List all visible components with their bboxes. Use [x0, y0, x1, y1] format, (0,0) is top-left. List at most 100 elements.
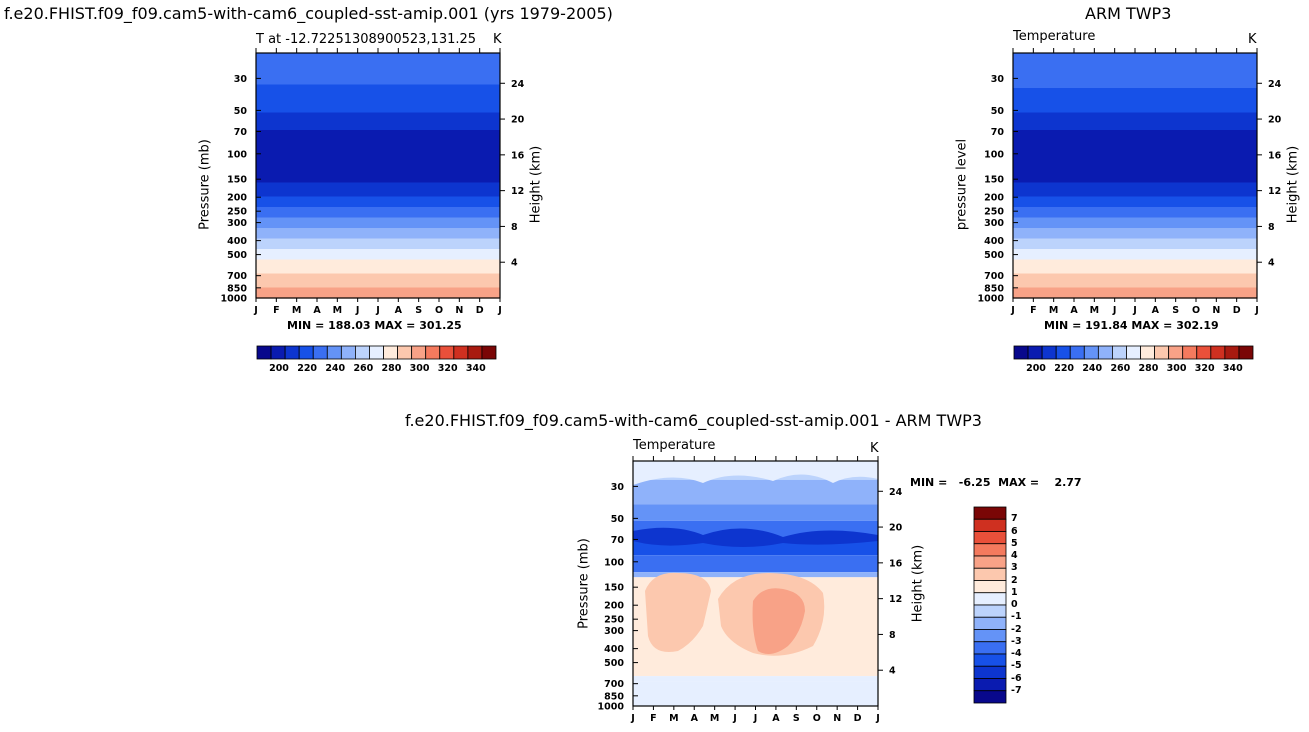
diff-cool-region [633, 688, 878, 706]
obs-xtick-label: N [1212, 305, 1220, 316]
model-contour-band [256, 182, 500, 187]
model-contour-band [256, 88, 500, 93]
obs-colorbar-cell [1168, 345, 1184, 360]
diff-ytick-label: 500 [604, 658, 624, 669]
obs-colorbar [1013, 345, 1254, 360]
diff-ytick-label: 300 [604, 626, 624, 637]
obs-ytick-label: 1000 [978, 294, 1005, 305]
model-xtick-label: M [292, 305, 301, 316]
obs-contour-band [1013, 161, 1257, 166]
model-colorbar-cell [270, 345, 286, 360]
model-ytick-label: 250 [227, 207, 247, 218]
obs-contour-band [1013, 231, 1257, 236]
obs-contour-band [1013, 256, 1257, 261]
model-contour-band [256, 238, 500, 243]
model-colorbar-label: 340 [465, 363, 486, 374]
obs-contour-band [1013, 84, 1257, 89]
model-ylabel-right: Height (km) [528, 145, 544, 224]
obs-xtick-label: A [1070, 305, 1078, 316]
model-contour-band [256, 133, 500, 138]
model-colorbar-cell [369, 345, 384, 360]
diff-ytick-label: 700 [604, 679, 624, 690]
diff-ytick-label: 30 [611, 482, 625, 493]
model-contour-band [256, 161, 500, 166]
obs-contour-band [1013, 130, 1257, 135]
obs-contour-band [1013, 144, 1257, 149]
diff-colorbar-label: 2 [1011, 574, 1018, 586]
model-contour-band [256, 158, 500, 163]
obs-contour-band [1013, 53, 1257, 58]
obs-contour-band [1013, 238, 1257, 243]
obs-colorbar-cell [1069, 345, 1085, 360]
diff-height-tick-label: 20 [889, 523, 903, 534]
diff-cool-region [633, 461, 878, 485]
diff-xtick-label: J [753, 713, 758, 724]
model-contour-band [256, 130, 500, 135]
obs-contour-band [1013, 179, 1257, 184]
diff-colorbar-label: -5 [1011, 660, 1022, 672]
obs-contour-band [1013, 158, 1257, 163]
diff-height-tick-label: 24 [889, 487, 903, 498]
model-contour-band [256, 207, 500, 212]
obs-colorbar-cell [1140, 345, 1155, 360]
model-colorbar-label: 200 [269, 363, 289, 374]
model-colorbar-cell [411, 345, 427, 360]
diff-xtick-label: N [833, 713, 841, 724]
model-contour-band [256, 67, 500, 72]
obs-ylabel: pressure level [954, 138, 970, 231]
diff-xtick-label: J [630, 713, 635, 724]
model-contour-band [256, 84, 500, 89]
obs-xtick-label: S [1172, 305, 1179, 316]
model-height-tick-label: 24 [511, 79, 525, 90]
model-ytick-label: 150 [227, 175, 247, 186]
obs-contour-band [1013, 249, 1257, 254]
obs-height-tick-label: 20 [1268, 115, 1282, 126]
model-contour-band [256, 252, 500, 257]
diff-min-max: MIN = -6.25 MAX = 2.77 [910, 476, 1082, 489]
model-contour-band [256, 112, 500, 117]
obs-xtick-label: J [1254, 305, 1259, 316]
obs-contour-band [1013, 277, 1257, 282]
obs-contour-band [1013, 70, 1257, 75]
obs-xtick-label: J [1132, 305, 1137, 316]
obs-contour-band [1013, 123, 1257, 128]
obs-contour-band [1013, 273, 1257, 278]
diff-ytick-label: 100 [604, 557, 624, 568]
obs-contour-band [1013, 109, 1257, 114]
obs-colorbar-cell [1083, 345, 1099, 360]
model-colorbar-label: 260 [353, 363, 374, 374]
model-ytick-label: 850 [227, 283, 247, 294]
model-contour-band [256, 259, 500, 264]
model-ytick-label: 400 [227, 236, 247, 247]
diff-colorbar-cell [973, 690, 1007, 704]
obs-units: K [1248, 32, 1257, 47]
model-contour-band [256, 214, 500, 219]
obs-colorbar-cell [1097, 345, 1113, 360]
model-colorbar-cell [467, 345, 483, 360]
model-contour-band [256, 280, 500, 285]
model-height-tick-label: 4 [511, 258, 518, 269]
model-subtitle: T at -12.72251308900523,131.25 [256, 32, 477, 47]
obs-contour-band [1013, 116, 1257, 121]
obs-contour-band [1013, 270, 1257, 275]
model-contour-band [256, 109, 500, 114]
obs-contour-band [1013, 165, 1257, 170]
model-xtick-label: O [435, 305, 443, 316]
model-contour-band [256, 242, 500, 247]
obs-contour-band [1013, 182, 1257, 187]
diff-colorbar-label: -4 [1011, 648, 1022, 659]
model-colorbar-label: 320 [437, 363, 458, 374]
obs-colorbar-cell [1112, 345, 1127, 360]
obs-colorbar-label: 280 [1138, 363, 1159, 374]
diff-colorbar-cell [973, 616, 1007, 630]
model-colorbar-cell [256, 345, 272, 360]
model-contour-band [256, 91, 500, 96]
model-contour-band [256, 256, 500, 261]
model-contour-band [256, 140, 500, 145]
model-xtick-label: J [355, 305, 360, 316]
obs-contour-band [1013, 95, 1257, 100]
model-colorbar-cell [340, 345, 356, 360]
diff-colorbar-cell [973, 580, 1007, 594]
model-contour-band [256, 200, 500, 205]
model-colorbar-cell [326, 345, 342, 360]
